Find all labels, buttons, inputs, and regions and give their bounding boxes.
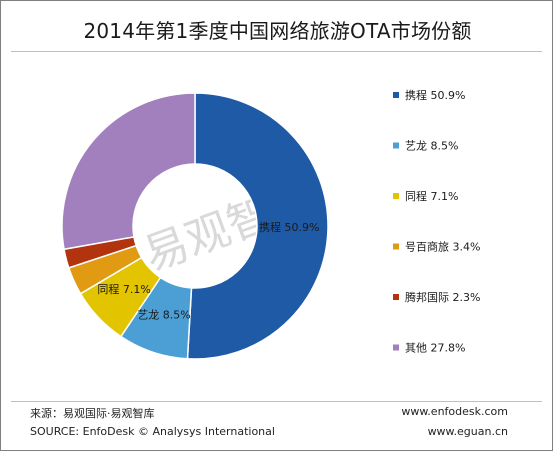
slice-ctrip <box>186 92 329 360</box>
data-label-ctrip: 携程 50.9% <box>259 220 319 234</box>
legend-swatch-ctrip <box>393 92 399 98</box>
data-label-elong: 艺龙 8.5% <box>137 308 190 321</box>
title-divider <box>11 51 542 52</box>
legend-label-haobai: 号百商旅 3.4% <box>405 240 480 254</box>
legend-swatch-other <box>393 344 399 351</box>
legend-swatch-haobai <box>393 243 399 250</box>
legend-label-other: 其他 27.8% <box>405 342 465 355</box>
legend-label-elong: 艺龙 8.5% <box>405 140 458 153</box>
legend: 携程 50.9% 艺龙 8.5% 同程 7.1% 号百商旅 3.4% 腾邦国际 2.3%… <box>393 88 480 355</box>
legend-label-ctrip: 携程 50.9% <box>405 88 465 102</box>
source-en: SOURCE: EnfoDesk © Analysys Internationa… <box>30 425 275 438</box>
legend-label-tempus: 腾邦国际 2.3% <box>405 290 480 304</box>
data-label-tongcheng: 同程 7.1% <box>97 283 150 296</box>
legend-swatch-tongcheng <box>393 193 399 199</box>
site-link-eguan[interactable]: www.eguan.cn <box>427 425 508 438</box>
legend-swatch-tempus <box>393 294 399 300</box>
slice-group <box>61 92 329 360</box>
source-cn: 来源：易观国际·易观智库 <box>30 407 155 420</box>
data-label-group: 携程 50.9% 艺龙 8.5% 同程 7.1% <box>97 220 319 321</box>
footer-divider <box>11 401 542 402</box>
legend-label-tongcheng: 同程 7.1% <box>405 190 458 203</box>
slice-other <box>61 92 196 251</box>
chart-title: 2014年第1季度中国网络旅游OTA市场份额 <box>83 19 472 43</box>
legend-swatch-elong <box>393 142 399 149</box>
site-link-enfodesk[interactable]: www.enfodesk.com <box>401 405 508 418</box>
